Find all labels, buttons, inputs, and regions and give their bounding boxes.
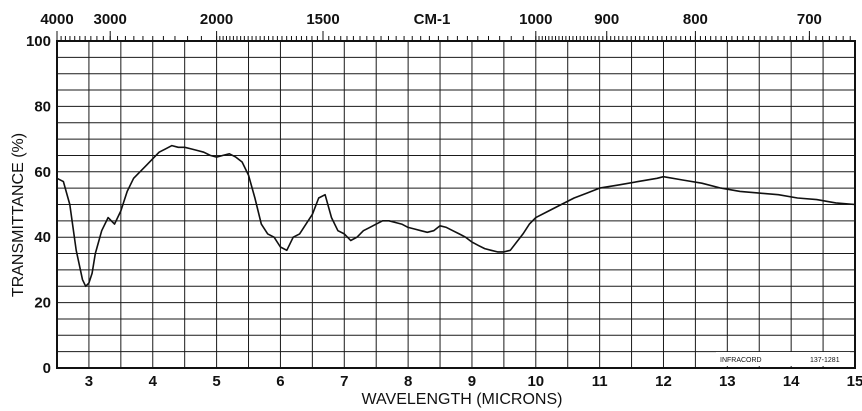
x-tick-label: 11 [592, 373, 608, 390]
x-tick-label: 7 [340, 373, 348, 390]
top-tick-label: 800 [683, 11, 708, 28]
top-tick-label: 1500 [306, 11, 339, 28]
top-tick-label: 900 [594, 11, 619, 28]
top-tick-labels: 4000 3000 2000 1500 1000 900 800 700 [40, 11, 822, 41]
x-tick-label: 8 [404, 373, 412, 390]
x-tick-label: 15 [847, 373, 862, 390]
top-tick-label: 700 [797, 11, 822, 28]
x-tick-label: 12 [655, 373, 672, 390]
top-tick-label: 1000 [519, 11, 552, 28]
x-tick-label: 5 [212, 373, 220, 390]
x-tick-labels: 3 4 5 6 7 8 9 10 11 12 13 14 15 [85, 373, 862, 390]
grid [56, 40, 856, 369]
top-tick-label: 3000 [94, 11, 127, 28]
x-tick-label: 14 [783, 373, 800, 390]
series [56, 144, 856, 288]
top-tick-label: 4000 [40, 11, 73, 28]
transmittance-curve [56, 144, 856, 288]
y-tick-label: 20 [34, 295, 51, 312]
x-tick-label: 3 [85, 373, 93, 390]
y-tick-labels: 0 20 40 60 80 100 [26, 33, 51, 377]
y-tick-label: 100 [26, 33, 51, 50]
top-axis-label: CM-1 [414, 11, 451, 28]
x-tick-label: 6 [276, 373, 284, 390]
annotation-box: INFRACORD 137-1281 [716, 352, 850, 366]
annotation-instrument: INFRACORD [720, 357, 762, 364]
x-tick-label: 9 [468, 373, 476, 390]
annotation-code: 137-1281 [810, 357, 840, 364]
y-tick-label: 40 [34, 229, 51, 246]
top-tick-label: 2000 [200, 11, 233, 28]
x-tick-label: 4 [149, 373, 158, 390]
x-tick-label: 13 [719, 373, 736, 390]
x-axis-title: WAVELENGTH (MICRONS) [362, 391, 563, 408]
y-tick-label: 80 [34, 98, 51, 115]
x-tick-label: 10 [527, 373, 544, 390]
y-tick-label: 60 [34, 164, 51, 181]
y-tick-label: 0 [43, 360, 51, 377]
y-axis-title: TRANSMITTANCE (%) [10, 133, 27, 297]
